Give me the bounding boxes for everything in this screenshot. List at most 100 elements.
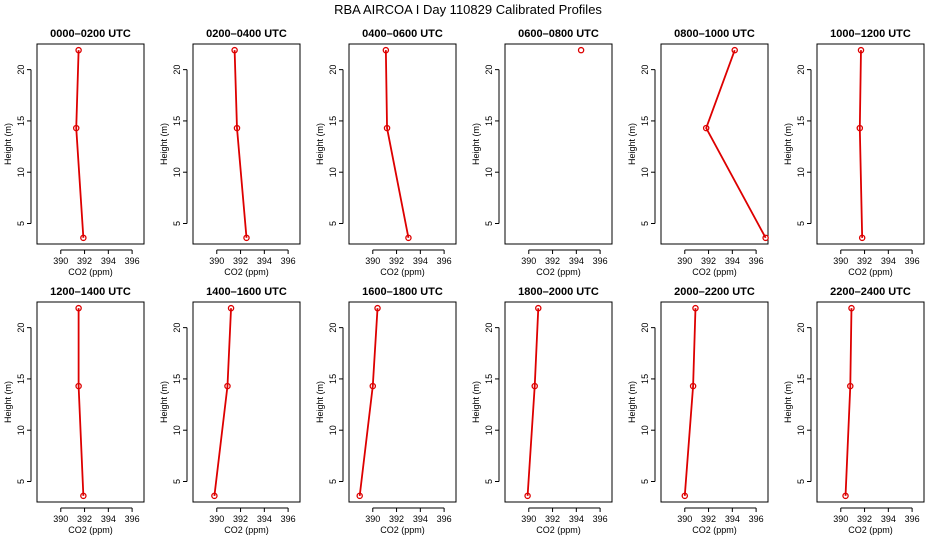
x-tick-label: 396 [593,514,608,524]
y-tick-label: 20 [796,323,806,333]
x-tick-label: 390 [365,256,380,266]
x-axis-label: CO2 (ppm) [848,267,893,277]
x-tick-label: 392 [701,514,716,524]
y-tick-label: 5 [328,221,338,226]
y-tick-label: 20 [172,323,182,333]
y-axis-label: Height (m) [159,123,169,165]
x-tick-label: 392 [77,514,92,524]
profile-line [384,50,410,239]
y-tick-label: 5 [484,479,494,484]
panel-3: 0400–0600 UTC 390 392 394 396 CO2 (ppm) 5 10 15 2… [315,28,457,277]
data-point [762,234,769,242]
data-point [224,382,231,390]
x-tick-label: 390 [677,514,692,524]
x-axis-label: CO2 (ppm) [68,267,113,277]
x-axis-label: CO2 (ppm) [68,525,113,535]
x-tick-label: 394 [725,256,740,266]
x-tick-label: 392 [545,514,560,524]
panel-10: 1800–2000 UTC 390 392 394 396 CO2 (ppm) 5 10 15 2… [471,286,613,535]
data-point [227,304,235,312]
x-tick-label: 396 [749,514,764,524]
y-tick-label: 15 [172,116,182,126]
y-tick-label: 15 [640,116,650,126]
y-tick-label: 10 [16,167,26,177]
x-tick-label: 392 [701,256,716,266]
y-axis-label: Height (m) [315,123,325,165]
y-tick-label: 10 [640,167,650,177]
y-tick-label: 15 [484,374,494,384]
plot-frame [192,301,301,503]
y-axis-label: Height (m) [3,123,13,165]
x-tick-label: 390 [833,514,848,524]
data-point [75,46,82,54]
y-axis-label: Height (m) [783,381,793,423]
data-point [842,492,849,500]
x-tick-label: 394 [413,514,428,524]
x-tick-label: 394 [569,256,584,266]
data-point [848,304,855,312]
x-tick-label: 390 [677,256,692,266]
profile-line [844,308,853,496]
panel-2: 0200–0400 UTC 390 392 394 396 CO2 (ppm) 5 10 15 2… [159,28,301,277]
panel-5: 0800–1000 UTC 390 392 394 396 CO2 (ppm) 5 10 15 2… [627,28,769,277]
profile-line [77,308,85,496]
y-tick-label: 10 [484,167,494,177]
data-point [692,304,699,312]
x-tick-label: 396 [281,256,296,266]
data-point [233,124,241,132]
panel-title: 1400–1600 UTC [206,286,287,298]
x-tick-label: 392 [857,514,872,524]
y-tick-label: 20 [16,323,26,333]
data-point [383,124,391,132]
y-tick-label: 5 [172,479,182,484]
y-axis-label: Height (m) [315,381,325,423]
profile-line [213,308,232,496]
y-tick-label: 15 [328,374,338,384]
panel-12: 2200–2400 UTC 390 392 394 396 CO2 (ppm) 5 10 15 2… [783,286,925,535]
y-tick-label: 5 [640,479,650,484]
y-tick-label: 20 [484,323,494,333]
y-tick-label: 15 [16,374,26,384]
plot-frame [816,301,925,503]
x-tick-label: 396 [437,256,452,266]
x-tick-label: 390 [53,256,68,266]
y-axis-label: Height (m) [3,381,13,423]
x-tick-label: 392 [389,256,404,266]
x-tick-label: 392 [233,256,248,266]
data-point [211,492,218,500]
y-tick-label: 5 [16,221,26,226]
y-tick-label: 20 [16,65,26,75]
panel-title: 0200–0400 UTC [206,28,287,40]
y-tick-label: 5 [640,221,650,226]
x-tick-label: 390 [365,514,380,524]
data-point [80,234,87,242]
data-point [689,382,697,390]
panel-title: 1000–1200 UTC [830,28,911,40]
x-tick-label: 392 [857,256,872,266]
x-tick-label: 394 [101,256,116,266]
plot-frame [348,43,457,245]
profile-line [705,49,767,239]
x-tick-label: 396 [281,514,296,524]
main-title: RBA AIRCOA I Day 110829 Calibrated Profi… [334,2,602,17]
profile-line [683,308,697,496]
panel-7: 1200–1400 UTC 390 392 394 396 CO2 (ppm) 5 10 15 2… [3,286,145,535]
data-point [858,234,866,242]
profile-line [358,308,379,496]
panel-6: 1000–1200 UTC 390 392 394 396 CO2 (ppm) 5 10 15 2… [783,28,925,277]
x-tick-label: 392 [77,256,92,266]
data-point [857,46,865,54]
x-axis-label: CO2 (ppm) [380,267,425,277]
x-tick-label: 394 [257,256,272,266]
data-point [369,382,377,390]
y-tick-label: 15 [172,374,182,384]
panel-8: 1400–1600 UTC 390 392 394 396 CO2 (ppm) 5 10 15 2… [159,286,301,535]
data-point [577,46,585,54]
x-axis-label: CO2 (ppm) [536,525,581,535]
x-axis-label: CO2 (ppm) [692,525,737,535]
plot-frame [660,43,769,245]
data-point [681,492,689,500]
data-point [531,382,538,390]
y-tick-label: 15 [16,116,26,126]
